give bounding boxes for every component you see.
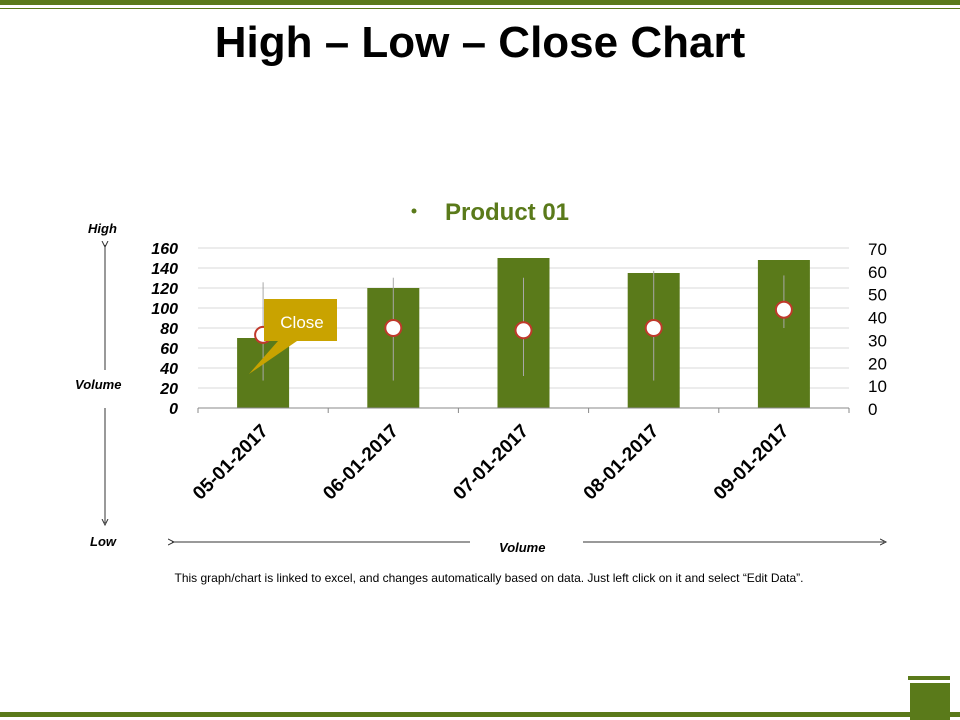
y-right-tick-label: 60 bbox=[868, 263, 887, 282]
low-label: Low bbox=[90, 534, 116, 549]
high-label: High bbox=[88, 221, 117, 236]
y-left-tick-label: 160 bbox=[151, 241, 178, 258]
top-accent-bar bbox=[0, 0, 960, 5]
y-left-tick-label: 60 bbox=[160, 341, 178, 358]
y-right-tick-label: 40 bbox=[868, 309, 887, 328]
y-right-tick-label: 20 bbox=[868, 354, 887, 373]
y-right-tick-label: 0 bbox=[868, 400, 877, 419]
corner-accent-block bbox=[910, 683, 950, 720]
y-right-tick-label: 10 bbox=[868, 377, 887, 396]
top-accent-line bbox=[0, 8, 960, 9]
y-left-tick-label: 20 bbox=[159, 381, 178, 398]
close-marker bbox=[514, 321, 533, 340]
page-title: High – Low – Close Chart bbox=[214, 18, 746, 67]
x-category-label: 08-01-2017 bbox=[580, 421, 664, 505]
y-left-tick-label: 80 bbox=[160, 321, 178, 338]
close-callout: Close bbox=[249, 299, 337, 374]
x-category-label: 07-01-2017 bbox=[449, 421, 533, 505]
volume-left-label: Volume bbox=[75, 377, 122, 392]
close-marker bbox=[384, 319, 403, 337]
y-right-tick-label: 30 bbox=[868, 331, 887, 350]
footnote: This graph/chart is linked to excel, and… bbox=[174, 571, 804, 585]
close-marker bbox=[774, 300, 793, 319]
x-category-label: 06-01-2017 bbox=[319, 421, 403, 505]
bottom-accent-bar bbox=[0, 712, 960, 717]
callout-label: Close bbox=[280, 313, 323, 332]
y-left-tick-label: 100 bbox=[151, 301, 178, 318]
y-left-tick-label: 40 bbox=[159, 361, 178, 378]
legend-label: Product 01 bbox=[445, 199, 569, 226]
y-left-tick-label: 0 bbox=[169, 401, 178, 418]
y-left-tick-label: 120 bbox=[151, 281, 178, 298]
x-category-label: 09-01-2017 bbox=[710, 421, 794, 505]
y-right-tick-label: 70 bbox=[868, 240, 887, 259]
y-left-tick-label: 140 bbox=[151, 261, 178, 278]
volume-bottom-label: Volume bbox=[499, 540, 546, 555]
corner-accent-line bbox=[908, 676, 950, 680]
x-category-label: 05-01-2017 bbox=[189, 421, 273, 505]
y-right-tick-label: 50 bbox=[868, 286, 887, 305]
legend-bullet bbox=[411, 208, 417, 214]
close-marker bbox=[644, 319, 663, 337]
